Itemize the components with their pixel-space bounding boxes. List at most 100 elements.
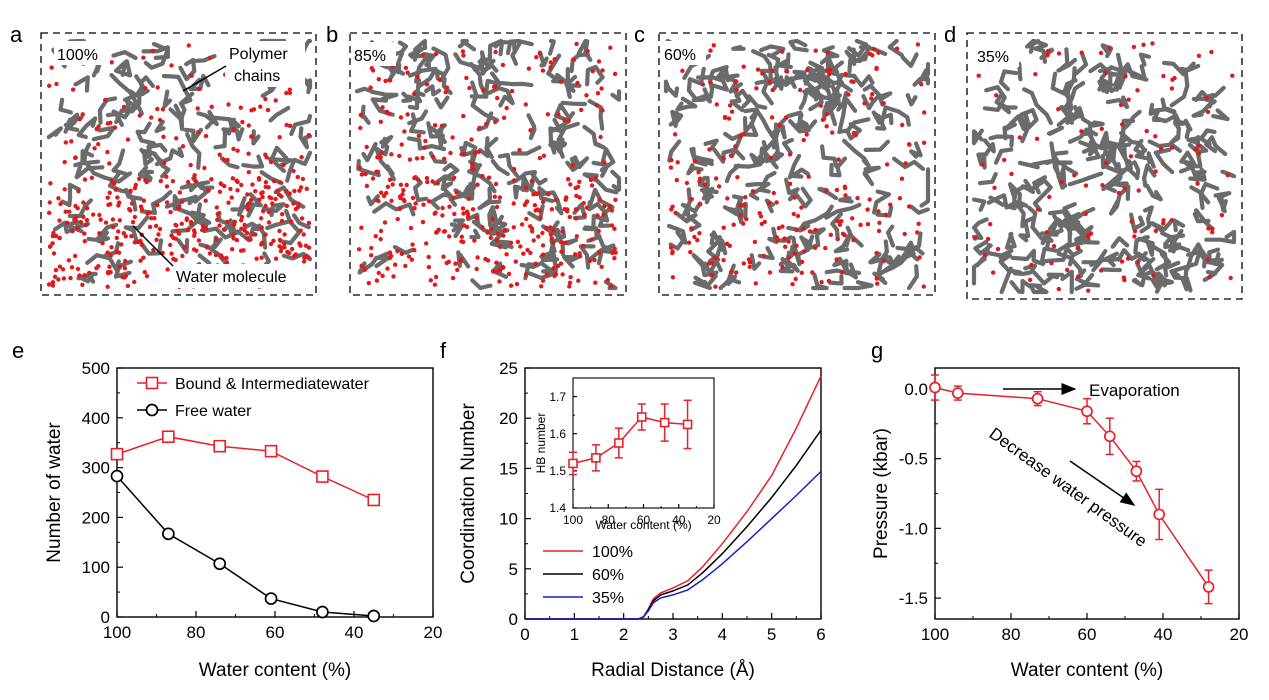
- water-molecule: [282, 241, 287, 246]
- water-molecule: [447, 234, 452, 239]
- water-molecule: [358, 125, 363, 131]
- polymer-chain: [851, 73, 875, 88]
- water-molecule: [780, 264, 785, 270]
- x-tick-label: 80: [1002, 625, 1021, 644]
- water-molecule: [1103, 160, 1109, 166]
- water-molecule: [380, 105, 385, 110]
- polymer-chain: [174, 206, 209, 228]
- water-molecule: [570, 163, 576, 168]
- polymer-chain: [52, 220, 91, 234]
- water-molecule: [807, 229, 813, 234]
- water-molecule: [1132, 229, 1138, 234]
- water-molecule: [306, 132, 312, 138]
- water-molecule: [733, 79, 738, 85]
- water-molecule: [805, 67, 810, 73]
- water-molecule: [823, 245, 828, 251]
- polymer-chain: [113, 259, 133, 279]
- water-molecule: [410, 242, 415, 247]
- water-molecule: [96, 124, 101, 129]
- water-molecule: [244, 230, 250, 236]
- water-molecule: [551, 228, 556, 233]
- x-axis-label: Water content (%): [595, 518, 691, 532]
- water-molecule: [876, 209, 881, 214]
- polymer-chain: [173, 103, 185, 132]
- water-molecule: [734, 87, 739, 92]
- polymer-chain: [824, 53, 837, 76]
- water-molecule: [160, 107, 166, 112]
- water-molecule: [992, 185, 997, 190]
- water-molecule: [239, 214, 245, 220]
- water-molecule: [548, 65, 553, 70]
- polymer-chain: [179, 182, 199, 193]
- water-molecule: [1196, 53, 1202, 58]
- water-molecule: [188, 162, 193, 168]
- water-molecule: [137, 176, 142, 181]
- polymer-chain: [1110, 236, 1130, 249]
- water-molecule: [273, 256, 279, 261]
- water-molecule: [202, 165, 207, 171]
- water-molecule: [375, 155, 380, 160]
- polymer-chain: [1028, 283, 1049, 295]
- water-molecule: [420, 155, 425, 161]
- polymer-chain: [1061, 81, 1086, 103]
- polymer-chain: [407, 109, 429, 126]
- water-molecule: [76, 189, 81, 194]
- water-molecule: [133, 182, 138, 188]
- water-molecule: [483, 256, 488, 262]
- water-molecule: [584, 93, 589, 98]
- water-molecule: [382, 220, 388, 225]
- polymer-chain: [510, 145, 542, 156]
- water-molecule: [553, 272, 559, 277]
- water-molecule: [500, 62, 506, 68]
- data-point: [614, 438, 624, 448]
- water-molecule: [452, 211, 457, 217]
- water-molecule: [84, 217, 90, 223]
- water-molecule: [741, 221, 746, 226]
- water-molecule: [480, 225, 485, 230]
- polymer-chain: [691, 146, 714, 163]
- water-molecule: [144, 273, 150, 279]
- annotation-decrease-pressure: Decrease water pressure: [986, 424, 1151, 551]
- pressure-arrow: [1069, 460, 1136, 506]
- water-molecule: [875, 281, 880, 286]
- water-molecule: [790, 282, 795, 287]
- water-molecule: [259, 216, 264, 221]
- water-molecule: [494, 269, 499, 275]
- polymer-chain: [696, 75, 729, 92]
- water-molecule: [408, 225, 414, 231]
- water-molecule: [298, 185, 304, 190]
- water-molecule: [922, 110, 927, 115]
- water-molecule: [549, 207, 555, 212]
- water-molecule: [900, 122, 905, 128]
- water-molecule: [917, 255, 922, 260]
- water-molecule: [182, 245, 188, 250]
- legend-label: 35%: [592, 590, 624, 607]
- water-molecule: [727, 243, 732, 248]
- water-molecule: [712, 255, 717, 260]
- water-molecule: [398, 182, 404, 187]
- polymer-chain: [407, 78, 422, 111]
- water-molecule: [231, 222, 237, 227]
- polymer-chain: [1027, 205, 1044, 241]
- water-molecule: [1027, 277, 1033, 283]
- water-molecule: [470, 207, 476, 212]
- water-molecule: [152, 216, 157, 221]
- polymer-chain: [1021, 87, 1053, 126]
- polymer-chain: [60, 182, 81, 208]
- water-molecule: [430, 179, 435, 184]
- plot-frame: [116, 367, 434, 618]
- water-molecule: [92, 146, 97, 151]
- water-molecule: [426, 199, 432, 204]
- water-molecule: [551, 266, 556, 271]
- polymer-chain: [731, 45, 746, 51]
- water-molecule: [672, 132, 678, 137]
- water-molecule: [375, 169, 381, 175]
- polymer-chain: [176, 238, 190, 254]
- water-molecule: [477, 125, 482, 131]
- water-molecule: [461, 53, 466, 58]
- polymer-chain: [152, 151, 171, 179]
- water-molecule: [609, 223, 615, 228]
- water-molecule: [147, 224, 153, 230]
- y-tick-label: 300: [82, 459, 110, 478]
- water-molecule: [387, 255, 392, 261]
